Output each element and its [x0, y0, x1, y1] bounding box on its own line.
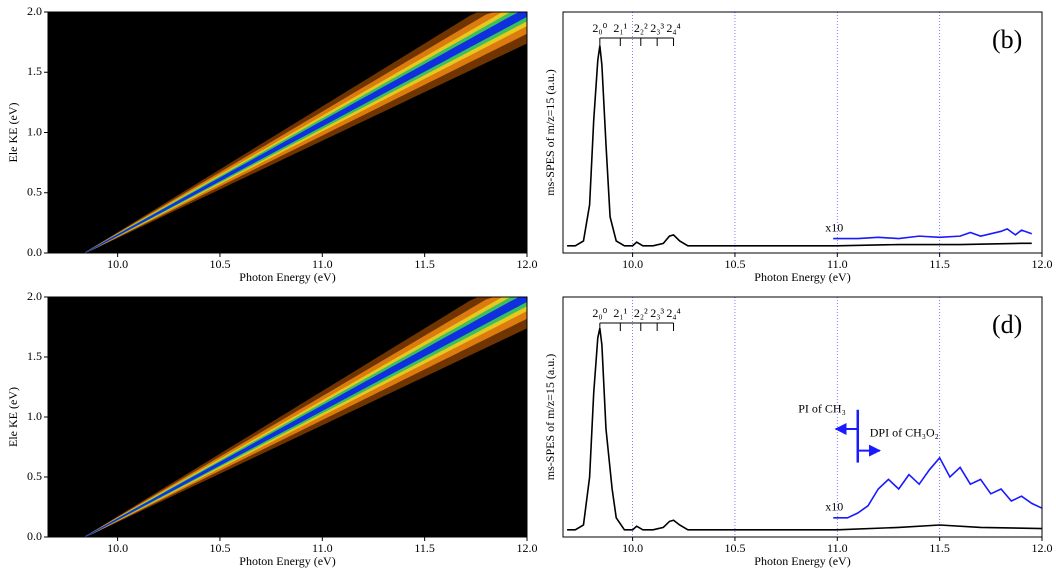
y-tick-label: 2.0: [27, 289, 42, 303]
x-axis-title: Photon Energy (eV): [239, 554, 335, 568]
y-axis-title: ms-SPES of m/z=15 (a.u.): [543, 69, 557, 195]
x-tick-label: 12.0: [517, 541, 538, 555]
x-tick-label: 11.0: [312, 541, 333, 555]
x-tick-label: 10.0: [622, 257, 643, 271]
y-tick-label: 0.0: [27, 245, 42, 259]
panel-label: (d): [992, 310, 1022, 339]
comb-label: 2₄⁴: [666, 21, 680, 35]
comb-label: 2₂²: [634, 306, 648, 320]
line-series: [567, 45, 1032, 247]
x-tick-label: 11.0: [827, 541, 848, 555]
x-tick-label: 12.0: [517, 257, 538, 271]
comb-label: 2₁¹: [613, 306, 627, 320]
line-series: [833, 456, 1043, 519]
comb-label: 2₀⁰: [592, 21, 607, 35]
y-tick-label: 1.0: [27, 409, 42, 423]
y-tick-label: 1.5: [27, 349, 42, 363]
comb-label: 2₀⁰: [592, 306, 607, 320]
x-axis-title: Photon Energy (eV): [754, 270, 850, 284]
x-tick-label: 12.0: [1032, 541, 1053, 555]
comb-label: 2₃³: [650, 21, 664, 35]
x-tick-label: 11.5: [414, 257, 435, 271]
x-tick-label: 10.0: [107, 257, 128, 271]
y-tick-label: 0.5: [27, 185, 42, 199]
comb-label: 2₂²: [634, 21, 648, 35]
annotation: x10: [825, 500, 843, 514]
y-axis-title: Ele KE (eV): [6, 103, 20, 163]
line-series: [833, 227, 1033, 240]
y-axis-title: ms-SPES of m/z=15 (a.u.): [543, 354, 557, 480]
panel-label: (b): [992, 25, 1022, 54]
x-tick-label: 10.5: [209, 257, 230, 271]
y-tick-label: 1.5: [27, 64, 42, 78]
x-axis-title: Photon Energy (eV): [239, 270, 335, 284]
x-tick-label: 11.5: [929, 541, 950, 555]
heatmap-band: [84, 297, 527, 537]
y-tick-label: 1.0: [27, 124, 42, 138]
y-axis-title: Ele KE (eV): [6, 387, 20, 447]
x-tick-label: 10.0: [622, 541, 643, 555]
x-tick-label: 10.0: [107, 541, 128, 555]
panel-label: (c): [56, 306, 85, 335]
heatmap-band: [84, 12, 527, 253]
comb-label: 2₁¹: [613, 21, 627, 35]
plot-frame: [47, 11, 528, 254]
x-tick-label: 12.0: [1032, 257, 1053, 271]
x-tick-label: 10.5: [724, 541, 745, 555]
x-axis-title: Photon Energy (eV): [754, 554, 850, 568]
plot-frame: [47, 296, 528, 538]
y-tick-label: 0.5: [27, 469, 42, 483]
plot-frame: [562, 11, 1043, 254]
annotation: DPI of CH₃O₂: [870, 426, 939, 440]
annotation: x10: [825, 220, 843, 234]
x-tick-label: 11.5: [929, 257, 950, 271]
y-tick-label: 0.0: [27, 529, 42, 543]
panel-label: (a): [56, 21, 85, 50]
annotation: PI of CH₃: [798, 402, 846, 416]
line-series: [567, 328, 1043, 531]
x-tick-label: 11.5: [414, 541, 435, 555]
x-tick-label: 10.5: [724, 257, 745, 271]
comb-label: 2₄⁴: [666, 306, 680, 320]
y-tick-label: 2.0: [27, 4, 42, 18]
x-tick-label: 10.5: [209, 541, 230, 555]
x-tick-label: 11.0: [827, 257, 848, 271]
plot-frame: [562, 296, 1043, 538]
comb-label: 2₃³: [650, 306, 664, 320]
x-tick-label: 11.0: [312, 257, 333, 271]
